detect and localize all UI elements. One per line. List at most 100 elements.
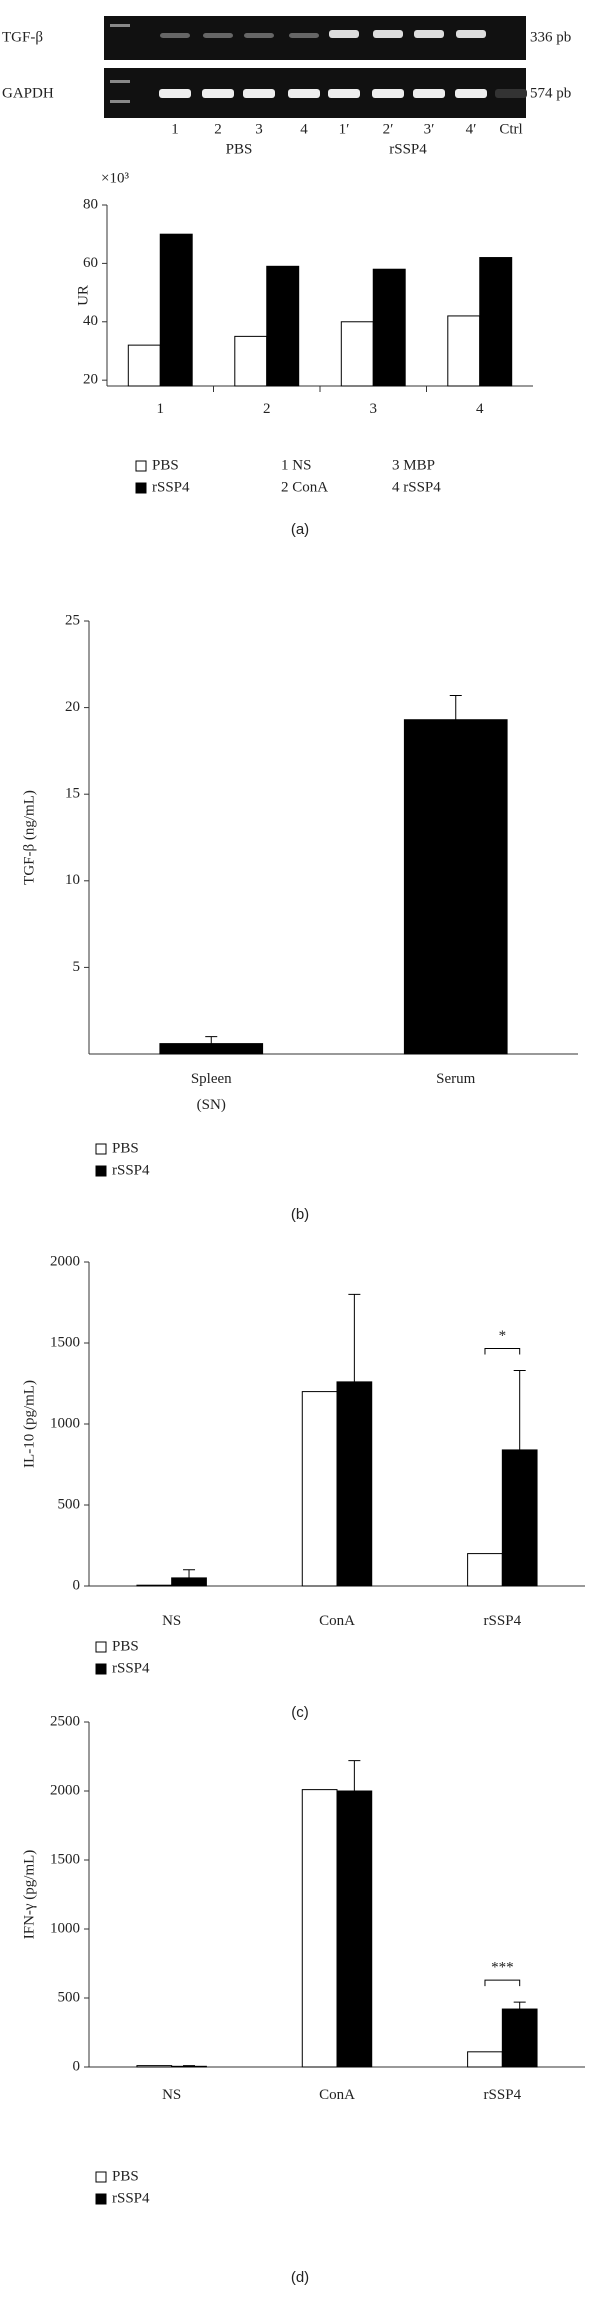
category-key: 2 ConA bbox=[281, 479, 328, 495]
legend-label: PBS bbox=[112, 1638, 139, 1654]
category-key: 4 rSSP4 bbox=[392, 479, 441, 495]
bar bbox=[340, 321, 374, 387]
bar bbox=[467, 2051, 503, 2068]
significance-label: *** bbox=[491, 1960, 514, 1976]
y-tick-label: 15 bbox=[65, 786, 80, 802]
x-tick-label: rSSP4 bbox=[483, 1613, 522, 1629]
gel-lane-label: 1 bbox=[171, 121, 179, 137]
y-tick-label: 1000 bbox=[50, 1415, 80, 1431]
error-bar bbox=[183, 2065, 196, 2067]
x-tick-label: 1 bbox=[156, 401, 165, 417]
y-unit-label: ×10³ bbox=[101, 170, 129, 186]
bar bbox=[479, 257, 513, 387]
y-axis-label: TGF-β (ng/mL) bbox=[21, 790, 37, 885]
x-tick-label-box: Spleen (SN) bbox=[191, 1071, 232, 1113]
x-tick-label-box: ConA bbox=[319, 1613, 355, 1629]
gel-ladder bbox=[110, 24, 130, 27]
bar bbox=[403, 719, 508, 1055]
category-key: 3 MBP bbox=[392, 457, 435, 473]
y-tick-label: 80 bbox=[83, 196, 98, 212]
bar bbox=[171, 1577, 207, 1587]
y-tick-label: 25 bbox=[65, 612, 80, 628]
x-tick-label-box: ConA bbox=[319, 2087, 355, 2103]
category-key: 1 NS bbox=[281, 457, 311, 473]
error-bar bbox=[183, 1569, 196, 1578]
y-tick-label: 1500 bbox=[50, 1851, 80, 1867]
legend-label: rSSP4 bbox=[112, 1162, 150, 1178]
error-bar bbox=[449, 694, 462, 720]
x-tick-label: ConA bbox=[319, 2087, 355, 2103]
legend-swatch bbox=[95, 1165, 107, 1177]
gel-lane-label: Ctrl bbox=[499, 121, 522, 137]
x-tick-label-box: 4 bbox=[476, 401, 484, 417]
y-tick-label: 5 bbox=[73, 959, 81, 975]
gel-band bbox=[372, 89, 404, 98]
bar bbox=[171, 2065, 207, 2068]
y-tick-label: 20 bbox=[83, 372, 98, 388]
bar bbox=[501, 1449, 538, 1587]
significance-bracket bbox=[484, 1348, 521, 1355]
bar bbox=[136, 2065, 173, 2068]
y-tick-label: 1000 bbox=[50, 1920, 80, 1936]
x-tick-label: 3 bbox=[369, 401, 378, 417]
legend-swatch bbox=[135, 460, 147, 472]
y-tick-label: 2000 bbox=[50, 1253, 80, 1269]
gel-row-label: GAPDH bbox=[2, 85, 54, 101]
bar bbox=[136, 1584, 173, 1587]
x-tick-label: Serum bbox=[436, 1071, 476, 1087]
x-tick-label-box: NS bbox=[162, 2087, 182, 2103]
gel-band bbox=[456, 30, 486, 38]
panel-label: (d) bbox=[291, 2269, 309, 2286]
bar bbox=[159, 233, 193, 387]
y-tick-label: 500 bbox=[58, 1496, 81, 1512]
gel-band bbox=[288, 89, 320, 98]
y-tick-label: 40 bbox=[83, 313, 98, 329]
panel-label: (c) bbox=[291, 1704, 309, 1721]
bar bbox=[467, 1553, 503, 1587]
gel-lane-label: 1′ bbox=[339, 121, 350, 137]
gel-band bbox=[203, 33, 233, 38]
x-tick-label-box: NS bbox=[162, 1613, 181, 1629]
error-bar bbox=[205, 1036, 218, 1044]
y-tick-label: 20 bbox=[65, 699, 80, 715]
y-tick-label: 1500 bbox=[50, 1334, 80, 1350]
bar bbox=[266, 265, 300, 387]
bar bbox=[301, 1391, 338, 1587]
legend-label: rSSP4 bbox=[112, 2190, 150, 2206]
gel-band bbox=[373, 30, 403, 38]
bar bbox=[234, 335, 268, 387]
gel-group-label: PBS bbox=[226, 141, 253, 157]
legend-swatch bbox=[95, 1641, 107, 1653]
gel-band bbox=[289, 33, 319, 38]
x-tick-label: rSSP4 bbox=[483, 2087, 522, 2103]
gel-lane-label: 4′ bbox=[466, 121, 477, 137]
x-tick-label: NS bbox=[162, 2087, 182, 2103]
y-tick-label: 10 bbox=[65, 872, 80, 888]
gel-band bbox=[243, 89, 275, 98]
legend-swatch bbox=[95, 2193, 107, 2205]
bar bbox=[336, 1790, 373, 2068]
bar bbox=[127, 344, 161, 387]
bar bbox=[301, 1789, 338, 2068]
y-axis-label: IL-10 (pg/mL) bbox=[21, 1380, 37, 1468]
gel-size-label: 336 pb bbox=[530, 29, 571, 45]
y-tick-label: 2500 bbox=[50, 1713, 80, 1729]
gel-lane-label: 3′ bbox=[424, 121, 435, 137]
legend-label: rSSP4 bbox=[152, 479, 190, 495]
x-tick-label-box: Serum bbox=[436, 1071, 476, 1087]
significance-label: * bbox=[499, 1328, 507, 1344]
error-bar bbox=[348, 1760, 361, 1791]
panel-label: (a) bbox=[291, 521, 309, 538]
legend-swatch bbox=[95, 1143, 107, 1155]
gel-band bbox=[413, 89, 445, 98]
y-tick-label: 500 bbox=[58, 1989, 81, 2005]
x-tick-label: 2 bbox=[263, 401, 271, 417]
x-tick-label: 4 bbox=[476, 401, 484, 417]
x-tick-label-box: 2 bbox=[263, 401, 271, 417]
x-tick-label-box: rSSP4 bbox=[483, 1613, 522, 1629]
y-axis-label: IFN-γ (pg/mL) bbox=[21, 1850, 37, 1940]
gel-band bbox=[160, 33, 190, 38]
bar bbox=[447, 315, 481, 387]
